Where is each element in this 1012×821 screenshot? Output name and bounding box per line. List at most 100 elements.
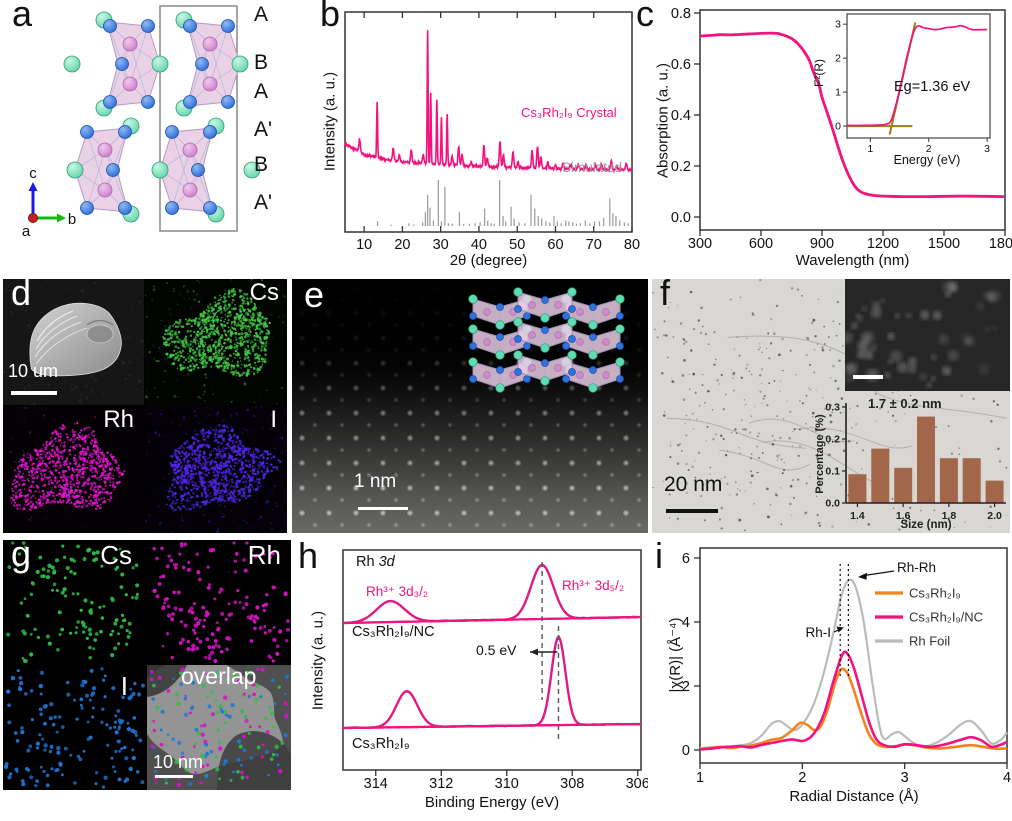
svg-text:1500: 1500 [928, 236, 960, 252]
eds-map-i: I [145, 406, 287, 533]
panel-label-i: i [655, 535, 663, 576]
sem-scalebar-label: 10 um [8, 361, 59, 381]
xps-peak-3d32-label: Rh³⁺ 3d₃/₂ [366, 584, 429, 599]
rh2i9-cluster [95, 11, 169, 117]
crystal-clusters [63, 11, 261, 223]
stem-inset-particles [845, 281, 1001, 388]
svg-text:60: 60 [547, 237, 563, 253]
svg-text:0.3: 0.3 [825, 402, 840, 414]
tem-speckle-texture [652, 279, 1010, 532]
absorption-curve [699, 31, 1006, 199]
panel-d-sem-eds: d 10 um Cs Rh I [3, 273, 287, 533]
eds-map-rh: Rh [3, 406, 144, 533]
svg-text:900: 900 [810, 236, 834, 252]
layer-label-3: A [254, 80, 269, 103]
panel-label-h: h [298, 535, 319, 576]
xps-annotations [530, 562, 560, 740]
tem-scalebar [666, 509, 718, 513]
exafs-x-axis-title: Radial Distance (Å) [789, 788, 919, 805]
g-map-i: I [3, 665, 146, 790]
svg-text:a: a [22, 223, 31, 240]
structure-overlay-units [468, 287, 625, 393]
xrd-plot: 10 20 30 40 50 60 70 80 [344, 11, 640, 253]
exafs-series [699, 578, 1008, 750]
exafs-series [699, 667, 1008, 751]
band-gap-annotation: Eg=1.36 eV [894, 79, 971, 95]
absorption-x-axis-title: Wavelength (nm) [795, 252, 910, 269]
panel-e-haadf-stem: e 1 nm [292, 279, 648, 533]
svg-text:3: 3 [984, 143, 990, 155]
g-map-cs: Cs [3, 540, 146, 664]
xrd-frame: 10 20 30 40 50 60 70 80 [344, 11, 640, 253]
rh2i9-cluster [175, 11, 249, 117]
xps-plot: 314 312 310 308 306 [342, 549, 648, 792]
overlay-unit [513, 287, 577, 323]
xrd-crystal-series-label: Cs₃Rh₂I₉ Crystal [521, 105, 617, 120]
stem-inset [845, 279, 1010, 391]
g-cs-label: Cs [100, 540, 132, 570]
panel-label-e: e [304, 279, 325, 315]
g-rh-label: Rh [247, 540, 281, 570]
g-overlap-label: overlap [181, 665, 257, 689]
overlap-background [147, 665, 291, 790]
panel-c-absorption: c Absorption (a. u.) 300 600 900 1200 1500 18… [636, 0, 1012, 274]
svg-text:0.1: 0.1 [825, 466, 840, 478]
svg-text:1200: 1200 [867, 236, 899, 252]
xps-spectrum [342, 563, 642, 625]
panel-b-xrd: b Intensity (a. u.) 10 20 30 40 50 60 70 80 Cs₃… [318, 0, 652, 274]
g-map-rh: Rh [147, 540, 291, 664]
svg-text:0.0: 0.0 [671, 210, 691, 226]
stem-scalebar-label: 1 nm [354, 471, 397, 492]
panel-label-d: d [11, 272, 32, 313]
xps-peak-3d52-label: Rh³⁺ 3d₅/₂ [562, 578, 625, 593]
xrd-simulated-sticks [376, 180, 629, 226]
absorption-y-axis-title: Absorption (a. u.) [654, 62, 672, 179]
size-histogram: 1.4 1.6 1.8 2.0 0.0 0.1 0.2 0.3 [825, 402, 1006, 522]
eds-dots [6, 406, 131, 530]
g-rh-dots [152, 541, 291, 663]
eds-dots [145, 279, 286, 405]
overlap-dots [149, 667, 289, 787]
sem-image: 10 um [3, 279, 144, 405]
stem-scalebar [358, 507, 408, 510]
eds-map-cs: Cs [145, 279, 287, 405]
xps-region-orbital: 3d [378, 554, 395, 570]
svg-text:2: 2 [835, 53, 841, 65]
exafs-series [699, 650, 1008, 751]
absorption-plot: 3006009001200150018000.00.20.40.60.81230… [671, 6, 1012, 252]
g-overlap-dots [147, 665, 291, 790]
panel-i-exafs: i |χ(R)| (Å⁻⁴) 1 2 3 4 0 2 4 6 Rh-Rh Rh-I Cs₃Rh₂I₉… [655, 536, 1012, 821]
svg-text:0.6: 0.6 [671, 57, 691, 73]
map-dots [3, 667, 145, 789]
rh-map-label: Rh [103, 406, 134, 433]
panel-label-b: b [320, 0, 341, 34]
layer-label-1: A [254, 3, 269, 26]
unit-cell-box [159, 5, 238, 232]
overlap-dots [151, 674, 290, 786]
i-map-dots [145, 406, 287, 533]
xrd-y-axis-title: Intensity (a. u.) [321, 71, 339, 172]
xps-region-label: Rh 3d [356, 554, 395, 570]
panel-g-eds-nanocrystal: g Cs Rh I overlap 10 nm [3, 534, 291, 790]
crystal-structure-drawing: c b a [22, 5, 261, 240]
svg-text:0: 0 [835, 121, 841, 133]
xrd-crystal-curve [344, 30, 633, 174]
xps-bottom-spectrum-name: Cs₃Rh₂I₉ [352, 736, 410, 752]
cs-map-label: Cs [249, 279, 279, 306]
tem-scalebar-label: 20 nm [664, 473, 723, 496]
svg-text:80: 80 [624, 237, 640, 253]
panel-label-f: f [660, 279, 671, 313]
svg-text:1: 1 [867, 143, 873, 155]
svg-text:300: 300 [688, 236, 712, 252]
xps-top-spectrum-name: Cs₃Rh₂I₉/NC [352, 624, 435, 640]
eds-dots [145, 406, 287, 533]
g-i-dots [3, 667, 145, 789]
sem-scalebar [11, 391, 57, 395]
map-dots [6, 541, 140, 664]
